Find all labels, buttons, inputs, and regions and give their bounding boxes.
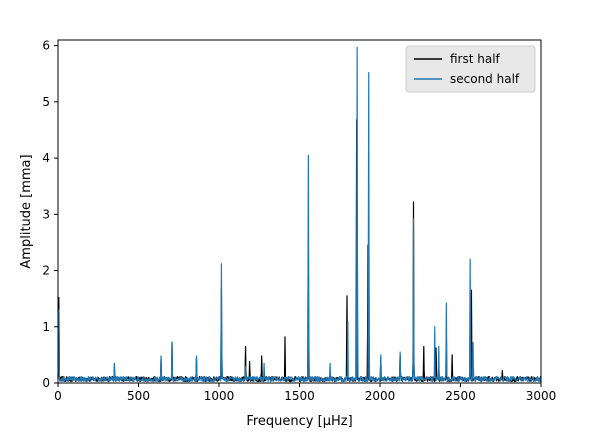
y-tick-label: 0 <box>42 376 50 390</box>
y-tick-label: 6 <box>42 39 50 53</box>
y-tick-label: 4 <box>42 151 50 165</box>
x-tick-label: 2500 <box>445 389 476 403</box>
x-tick-label: 1500 <box>284 389 315 403</box>
axis-ticks: 0 500 1000 1500 2000 2500 3000 0 1 2 3 4 5 6 <box>42 39 556 403</box>
x-tick-label: 1000 <box>204 389 235 403</box>
series-line-0 <box>57 119 542 383</box>
legend-box <box>405 45 536 93</box>
x-tick-label: 0 <box>54 389 62 403</box>
legend-label-0: first half <box>450 52 501 66</box>
legend-label-1: second half <box>450 72 520 86</box>
legend: first half second half <box>405 45 536 93</box>
x-tick-label: 500 <box>127 389 150 403</box>
y-tick-label: 2 <box>42 264 50 278</box>
x-axis-label: Frequency [μHz] <box>246 414 352 429</box>
y-axis-label: Amplitude [mma] <box>19 154 34 268</box>
series-line-1 <box>57 46 542 383</box>
y-tick-label: 1 <box>42 320 50 334</box>
y-tick-label: 3 <box>42 207 50 221</box>
plot-area <box>57 46 542 383</box>
x-tick-label: 3000 <box>526 389 557 403</box>
y-tick-label: 5 <box>42 95 50 109</box>
x-tick-label: 2000 <box>365 389 396 403</box>
